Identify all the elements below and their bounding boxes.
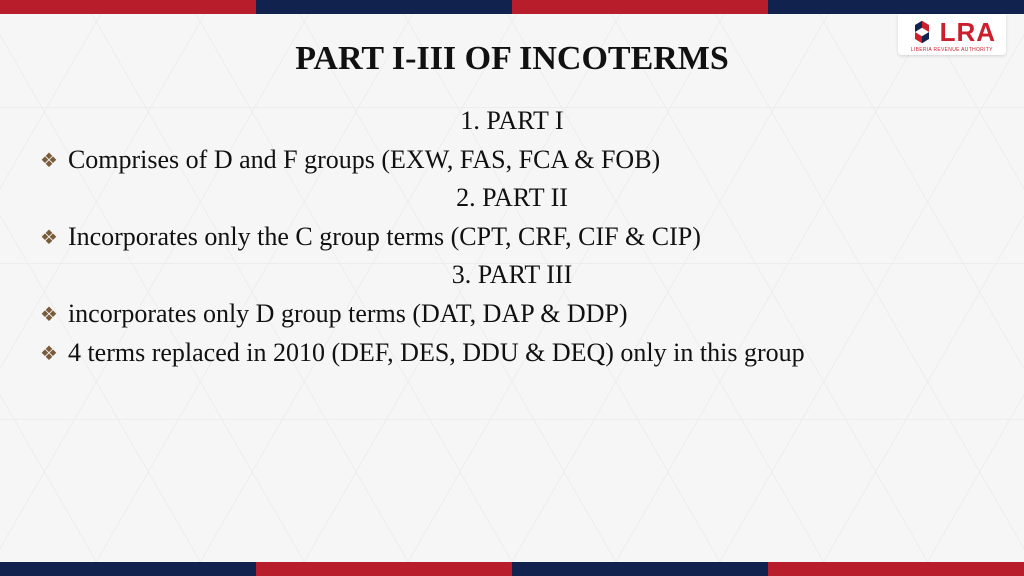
bar-segment <box>768 0 1024 14</box>
bar-segment <box>256 562 512 576</box>
section-heading: 2. PART II <box>40 183 984 213</box>
bar-segment <box>0 562 256 576</box>
bar-segment <box>512 562 768 576</box>
diamond-bullet-icon: ❖ <box>40 302 58 329</box>
bullet-item: ❖ Incorporates only the C group terms (CP… <box>40 219 984 254</box>
top-border-bar <box>0 0 1024 14</box>
diamond-bullet-icon: ❖ <box>40 148 58 175</box>
bullet-item: ❖ 4 terms replaced in 2010 (DEF, DES, DDU… <box>40 335 984 370</box>
section-heading: 3. PART III <box>40 260 984 290</box>
slide-content: PART I-III OF INCOTERMS 1. PART I ❖ Compri… <box>40 34 984 552</box>
slide-title: PART I-III OF INCOTERMS <box>40 40 984 78</box>
section-heading: 1. PART I <box>40 106 984 136</box>
diamond-bullet-icon: ❖ <box>40 341 58 368</box>
bar-segment <box>768 562 1024 576</box>
bullet-item: ❖ incorporates only D group terms (DAT, D… <box>40 296 984 331</box>
bullet-text: incorporates only D group terms (DAT, DA… <box>68 296 984 331</box>
bullet-text: Incorporates only the C group terms (CPT… <box>68 219 984 254</box>
diamond-bullet-icon: ❖ <box>40 225 58 252</box>
bullet-text: Comprises of D and F groups (EXW, FAS, F… <box>68 142 984 177</box>
bullet-text: 4 terms replaced in 2010 (DEF, DES, DDU … <box>68 335 984 370</box>
bottom-border-bar <box>0 562 1024 576</box>
bar-segment <box>256 0 512 14</box>
bar-segment <box>512 0 768 14</box>
bullet-item: ❖ Comprises of D and F groups (EXW, FAS, … <box>40 142 984 177</box>
bar-segment <box>0 0 256 14</box>
